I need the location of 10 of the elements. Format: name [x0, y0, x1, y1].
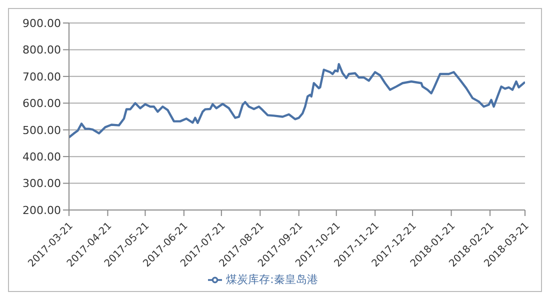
legend-label: 煤炭库存:秦皇岛港 — [226, 273, 318, 286]
y-tick-label: 600.00 — [22, 97, 61, 110]
y-tick-label: 300.00 — [22, 177, 61, 190]
y-tick-label: 500.00 — [22, 124, 61, 137]
y-tick-label: 900.00 — [22, 16, 61, 30]
y-tick-label: 700.00 — [22, 70, 61, 84]
y-tick-label: 400.00 — [22, 150, 61, 164]
y-tick-label: 800.00 — [22, 44, 61, 57]
y-tick-label: 200.00 — [22, 204, 61, 217]
line-series — [69, 63, 525, 138]
